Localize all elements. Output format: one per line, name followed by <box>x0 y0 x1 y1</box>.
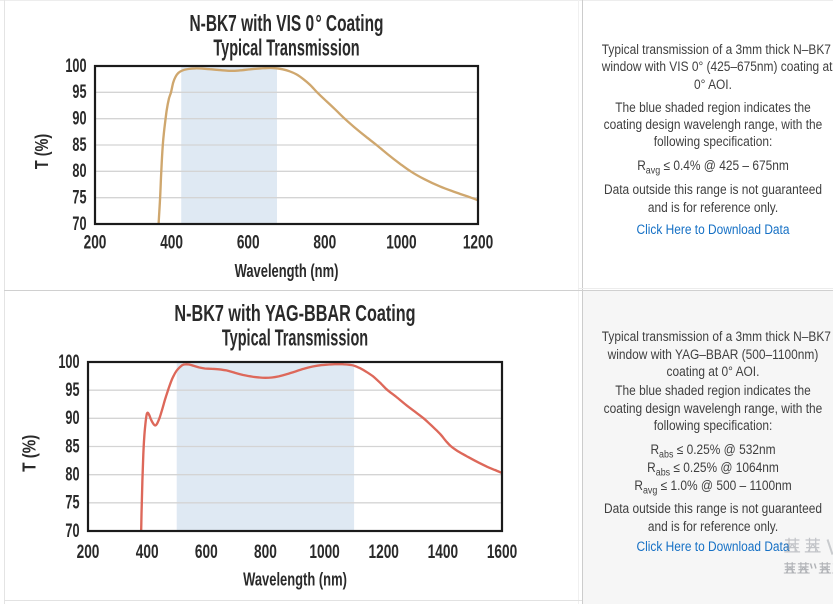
svg-text:80: 80 <box>72 160 86 181</box>
svg-text:100: 100 <box>58 351 79 372</box>
svg-text:70: 70 <box>72 213 86 234</box>
svg-text:400: 400 <box>160 231 183 253</box>
svg-text:1400: 1400 <box>428 541 458 563</box>
svg-text:200: 200 <box>84 231 107 253</box>
svg-text:600: 600 <box>237 231 260 253</box>
svg-text:Typical Transmission: Typical Transmission <box>222 326 368 351</box>
svg-text:80: 80 <box>65 464 79 485</box>
svg-text:600: 600 <box>195 541 218 563</box>
svg-text:N-BK7 with YAG-BBAR Coating: N-BK7 with YAG-BBAR Coating <box>174 301 415 326</box>
svg-text:T (%): T (%) <box>19 435 40 472</box>
svg-text:400: 400 <box>136 541 159 563</box>
svg-text:800: 800 <box>254 541 277 563</box>
svg-text:90: 90 <box>65 407 79 428</box>
svg-text:85: 85 <box>72 134 86 155</box>
svg-text:1000: 1000 <box>386 231 416 253</box>
svg-text:1200: 1200 <box>369 541 399 563</box>
svg-text:N-BK7 with VIS 0 ° Coating: N-BK7 with VIS 0 ° Coating <box>189 11 383 37</box>
svg-text:95: 95 <box>72 81 86 102</box>
svg-text:1600: 1600 <box>487 541 517 563</box>
svg-text:1200: 1200 <box>463 231 493 253</box>
svg-text:90: 90 <box>72 108 86 129</box>
svg-text:95: 95 <box>65 379 79 400</box>
svg-text:Wavelength (nm): Wavelength (nm) <box>235 262 339 282</box>
svg-text:200: 200 <box>77 541 100 563</box>
svg-text:85: 85 <box>65 436 79 457</box>
svg-text:100: 100 <box>65 55 86 76</box>
svg-text:Typical Transmission: Typical Transmission <box>213 36 359 61</box>
svg-text:75: 75 <box>72 187 86 208</box>
svg-text:Wavelength (nm): Wavelength (nm) <box>243 570 347 590</box>
svg-text:75: 75 <box>65 492 79 513</box>
svg-text:70: 70 <box>65 520 79 541</box>
svg-text:800: 800 <box>313 231 336 253</box>
svg-text:T (%): T (%) <box>31 134 52 169</box>
svg-text:1000: 1000 <box>309 541 339 563</box>
